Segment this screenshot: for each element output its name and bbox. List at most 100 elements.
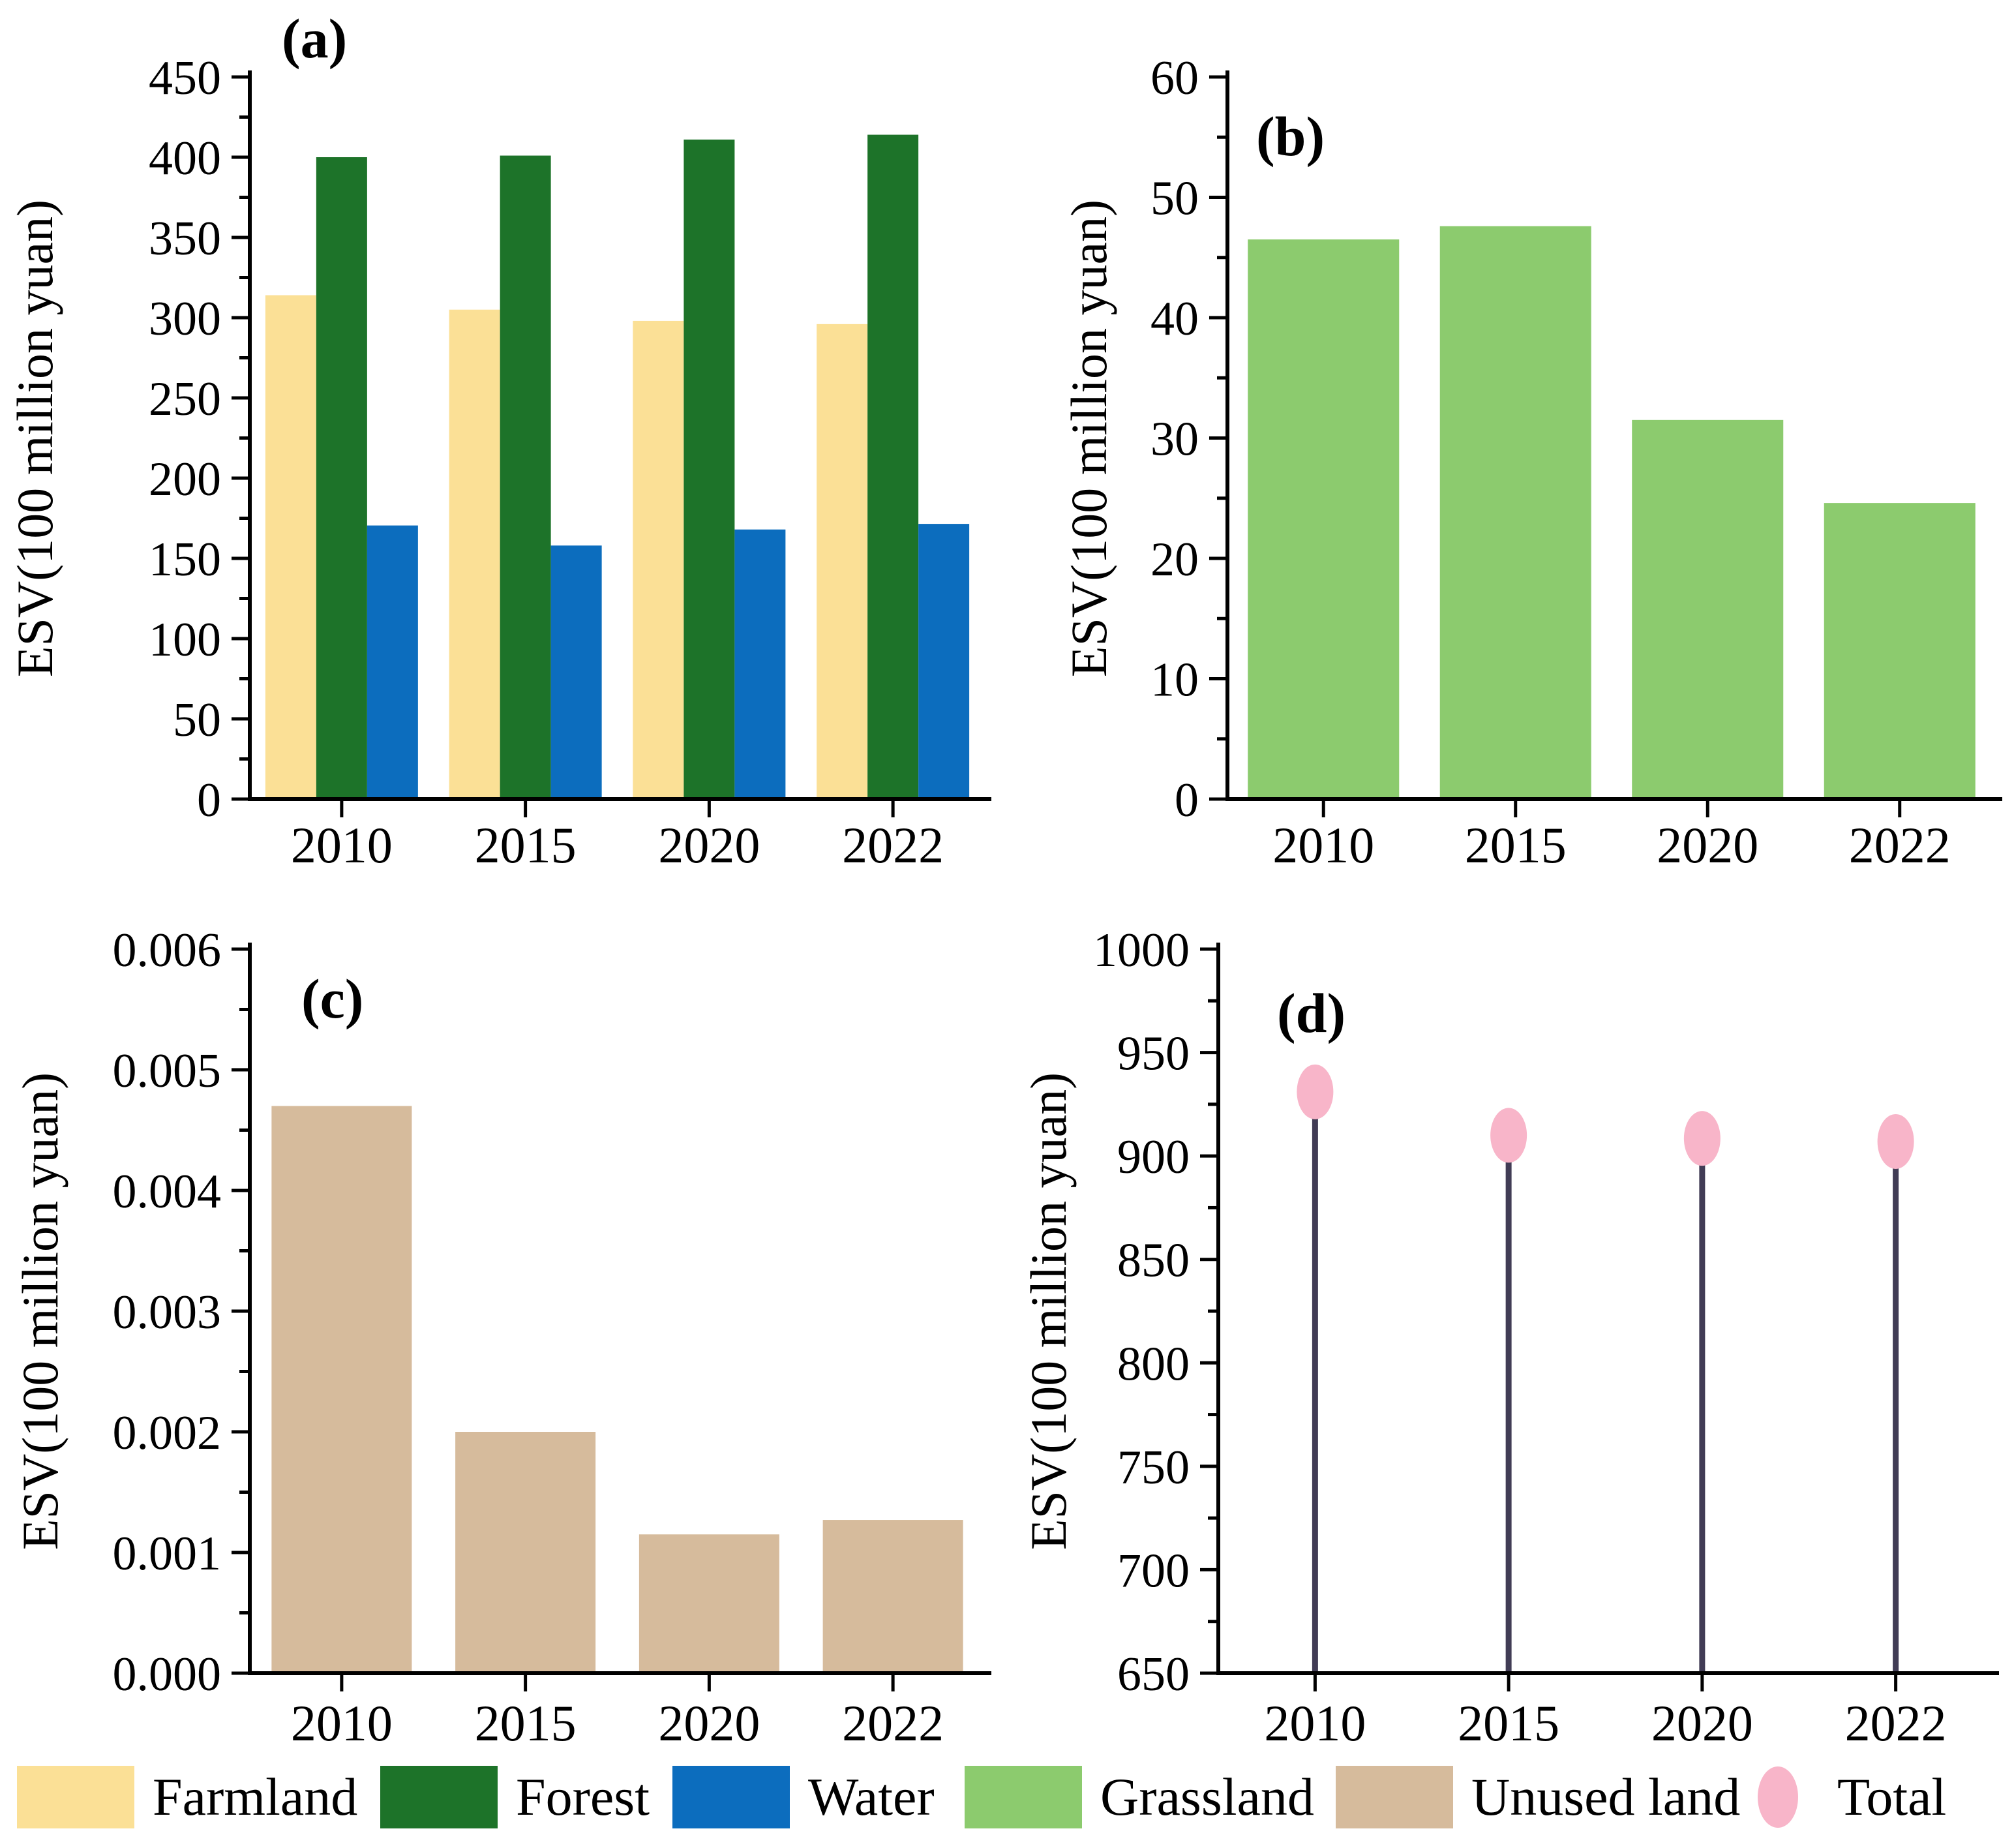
forest-swatch-icon bbox=[380, 1766, 498, 1828]
x-tick-label: 2010 bbox=[1272, 817, 1374, 873]
total-dot-2010 bbox=[1297, 1064, 1334, 1119]
bar-farmland-2015 bbox=[449, 309, 500, 799]
y-axis-title: ESV(100 million yuan) bbox=[1020, 1072, 1077, 1550]
x-tick-label: 2015 bbox=[1458, 1695, 1559, 1751]
y-tick-label: 0.001 bbox=[113, 1527, 222, 1581]
bar-forest-2020 bbox=[684, 139, 735, 799]
y-tick-label: 150 bbox=[149, 533, 221, 586]
legend-label: Water bbox=[808, 1767, 935, 1826]
legend-item-unused-land: Unused land bbox=[1336, 1761, 1740, 1833]
bar-grassland-2020 bbox=[1632, 419, 1784, 799]
bar-grassland-2010 bbox=[1248, 239, 1400, 799]
y-tick-label: 400 bbox=[149, 132, 221, 185]
total-dot-2020 bbox=[1683, 1111, 1721, 1166]
x-tick-label: 2020 bbox=[658, 1695, 760, 1751]
y-tick-label: 850 bbox=[1117, 1234, 1190, 1288]
bar-unused-land-2010 bbox=[271, 1106, 412, 1673]
y-tick-label: 700 bbox=[1117, 1544, 1190, 1598]
legend-label: Grassland bbox=[1100, 1767, 1314, 1826]
y-tick-label: 0 bbox=[1175, 774, 1199, 827]
x-tick-label: 2022 bbox=[842, 817, 944, 873]
y-axis-title: ESV(100 million yuan) bbox=[7, 200, 63, 677]
panel-c-chart: 0.000 0.001 0.002 0.003 0.004 0.005 0.006 2010 2… bbox=[12, 924, 991, 1751]
y-tick-label: 10 bbox=[1150, 654, 1199, 707]
unused-land-swatch-icon bbox=[1336, 1766, 1453, 1828]
y-tick-label: 750 bbox=[1117, 1441, 1190, 1494]
y-tick-label: 350 bbox=[149, 212, 221, 265]
bar-water-2015 bbox=[550, 545, 602, 799]
x-tick-label: 2015 bbox=[1465, 817, 1567, 873]
y-tick-label: 100 bbox=[149, 613, 221, 667]
y-tick-label: 0.004 bbox=[113, 1165, 222, 1219]
x-tick-label: 2022 bbox=[1849, 817, 1951, 873]
y-tick-label: 20 bbox=[1150, 533, 1199, 586]
legend-item-forest: Forest bbox=[380, 1761, 650, 1833]
bar-forest-2022 bbox=[867, 134, 919, 799]
y-tick-label: 300 bbox=[149, 292, 221, 346]
y-tick-label: 50 bbox=[173, 693, 221, 747]
legend: Farmland Forest Water Grassland Unused l… bbox=[0, 1756, 2014, 1848]
legend-item-total: Total bbox=[1758, 1761, 1946, 1833]
legend-label: Total bbox=[1837, 1767, 1947, 1826]
y-tick-label: 900 bbox=[1117, 1130, 1190, 1184]
y-tick-label: 60 bbox=[1150, 52, 1199, 105]
y-tick-label: 50 bbox=[1150, 172, 1199, 226]
y-tick-label: 650 bbox=[1117, 1648, 1190, 1701]
x-tick-label: 2010 bbox=[291, 817, 393, 873]
bar-water-2022 bbox=[918, 524, 970, 799]
y-tick-label: 950 bbox=[1117, 1027, 1190, 1081]
total-dot-2015 bbox=[1490, 1108, 1527, 1163]
total-dot-icon bbox=[1758, 1766, 1798, 1828]
y-tick-label: 1000 bbox=[1093, 924, 1190, 977]
panel-letter: (c) bbox=[301, 967, 363, 1030]
legend-label: Unused land bbox=[1471, 1767, 1741, 1826]
bar-forest-2015 bbox=[500, 155, 551, 800]
bar-unused-land-2020 bbox=[639, 1534, 779, 1673]
x-tick-label: 2010 bbox=[1264, 1695, 1366, 1751]
x-tick-label: 2020 bbox=[658, 817, 760, 873]
y-tick-label: 250 bbox=[149, 372, 221, 426]
grassland-swatch-icon bbox=[965, 1766, 1082, 1828]
y-axis-title: ESV(100 million yuan) bbox=[12, 1072, 68, 1550]
x-tick-label: 2010 bbox=[291, 1695, 393, 1751]
panel-letter: (b) bbox=[1256, 105, 1325, 168]
x-tick-label: 2015 bbox=[475, 817, 577, 873]
y-tick-label: 450 bbox=[149, 52, 221, 105]
x-tick-label: 2015 bbox=[475, 1695, 577, 1751]
panel-d-chart: 650 700 750 800 850 900 950 1000 2010 2015 2020 202… bbox=[1020, 924, 1999, 1751]
y-tick-label: 0.002 bbox=[113, 1406, 222, 1460]
bar-grassland-2015 bbox=[1439, 226, 1591, 799]
panel-a-chart: 0 50 100 150 200 250 300 350 400 450 2010 2015 2020 2… bbox=[7, 7, 991, 873]
farmland-swatch-icon bbox=[17, 1766, 134, 1828]
x-tick-label: 2020 bbox=[1657, 817, 1758, 873]
panel-b-chart: 0 10 20 30 40 50 60 2010 2015 2020 2022 (b) ESV(100 … bbox=[1060, 52, 2002, 873]
y-tick-label: 0.003 bbox=[113, 1286, 222, 1339]
bar-forest-2010 bbox=[316, 157, 367, 799]
y-tick-label: 30 bbox=[1150, 413, 1199, 466]
y-tick-label: 0.005 bbox=[113, 1044, 222, 1098]
legend-item-grassland: Grassland bbox=[965, 1761, 1314, 1833]
y-axis-title: ESV(100 million yuan) bbox=[1060, 200, 1117, 677]
legend-label: Farmland bbox=[153, 1767, 358, 1826]
bar-unused-land-2022 bbox=[822, 1520, 963, 1673]
x-tick-label: 2020 bbox=[1651, 1695, 1753, 1751]
y-tick-label: 0 bbox=[197, 774, 221, 827]
panel-letter: (d) bbox=[1277, 982, 1345, 1044]
y-tick-label: 800 bbox=[1117, 1337, 1190, 1391]
x-tick-label: 2022 bbox=[842, 1695, 944, 1751]
bar-farmland-2020 bbox=[633, 320, 684, 799]
legend-item-water: Water bbox=[672, 1761, 935, 1833]
bar-water-2020 bbox=[734, 529, 786, 799]
bar-farmland-2022 bbox=[817, 324, 868, 800]
legend-item-farmland: Farmland bbox=[17, 1761, 357, 1833]
total-dot-2022 bbox=[1877, 1113, 1914, 1169]
bar-grassland-2022 bbox=[1824, 503, 1976, 799]
x-tick-label: 2022 bbox=[1845, 1695, 1947, 1751]
y-tick-label: 0.000 bbox=[113, 1648, 222, 1701]
panel-letter: (a) bbox=[282, 7, 347, 70]
legend-label: Forest bbox=[516, 1767, 650, 1826]
y-tick-label: 40 bbox=[1150, 292, 1199, 346]
water-swatch-icon bbox=[672, 1766, 790, 1828]
bar-farmland-2010 bbox=[265, 295, 316, 799]
